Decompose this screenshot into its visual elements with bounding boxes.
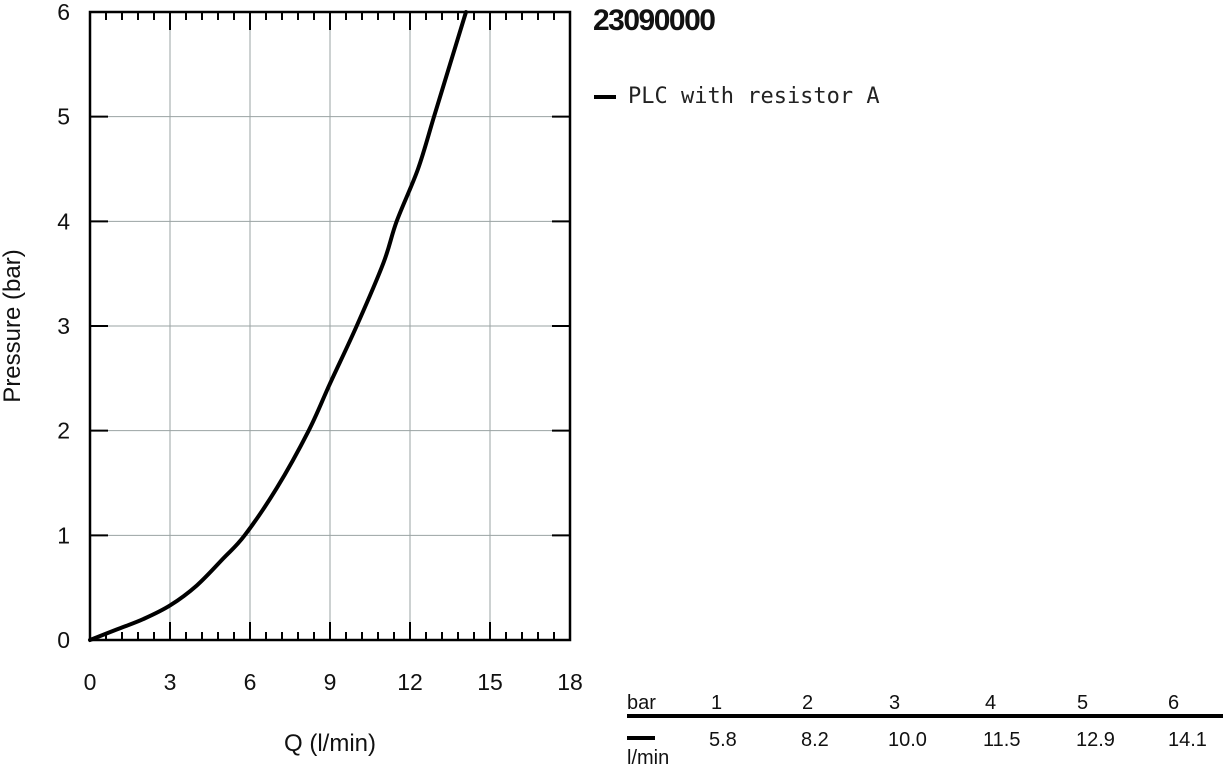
table-flow-cell: 5.8 [709, 729, 737, 751]
x-tick-label: 12 [397, 669, 423, 695]
x-tick-label: 15 [477, 669, 503, 695]
product-code-title: 23090000 [593, 4, 716, 37]
legend-label: PLC with resistor A [628, 84, 880, 109]
table-pressure-cell: 5 [1077, 692, 1089, 714]
legend-swatch-line [594, 94, 616, 99]
table-divider [627, 714, 1223, 718]
x-axis-title: Q (l/min) [284, 730, 376, 757]
y-tick-label: 5 [57, 104, 70, 130]
legend: PLC with resistor A [594, 84, 880, 109]
table-pressure-cell: 6 [1168, 692, 1180, 714]
table-flow-cell: 10.0 [888, 729, 927, 751]
table-flow-cell: 11.5 [983, 729, 1021, 751]
pressure-flow-table: bar l/min 1 2 3 4 5 6 5.8 8.2 10.0 11.5 … [627, 690, 1223, 769]
y-tick-label: 4 [57, 208, 70, 234]
table-pressure-cell: 2 [802, 692, 814, 714]
y-tick-label: 2 [57, 418, 70, 444]
table-pressure-cell: 4 [985, 692, 997, 714]
table-unit-flow: l/min [627, 747, 670, 769]
table-pressure-cell: 3 [889, 692, 901, 714]
x-tick-label: 18 [557, 669, 583, 695]
x-tick-label: 3 [164, 669, 177, 695]
table-unit-pressure: bar [627, 692, 656, 714]
table-pressure-cell: 1 [711, 692, 723, 714]
y-tick-label: 0 [57, 627, 70, 653]
table-series-swatch [627, 736, 655, 740]
grid [90, 12, 570, 640]
table-flow-cell: 12.9 [1076, 729, 1115, 751]
table-flow-cell: 8.2 [801, 729, 829, 751]
plot-frame [88, 10, 572, 642]
x-tick-label: 0 [84, 669, 97, 695]
y-tick-label: 6 [57, 0, 70, 25]
x-tick-label: 9 [324, 669, 337, 695]
series-line-plc-with-resistor-a [88, 10, 468, 642]
table-flow-cell: 14.1 [1168, 729, 1207, 751]
x-tick-label: 6 [244, 669, 257, 695]
y-tick-label: 3 [57, 313, 70, 339]
y-axis-title: Pressure (bar) [0, 249, 26, 402]
y-tick-label: 1 [57, 522, 70, 548]
